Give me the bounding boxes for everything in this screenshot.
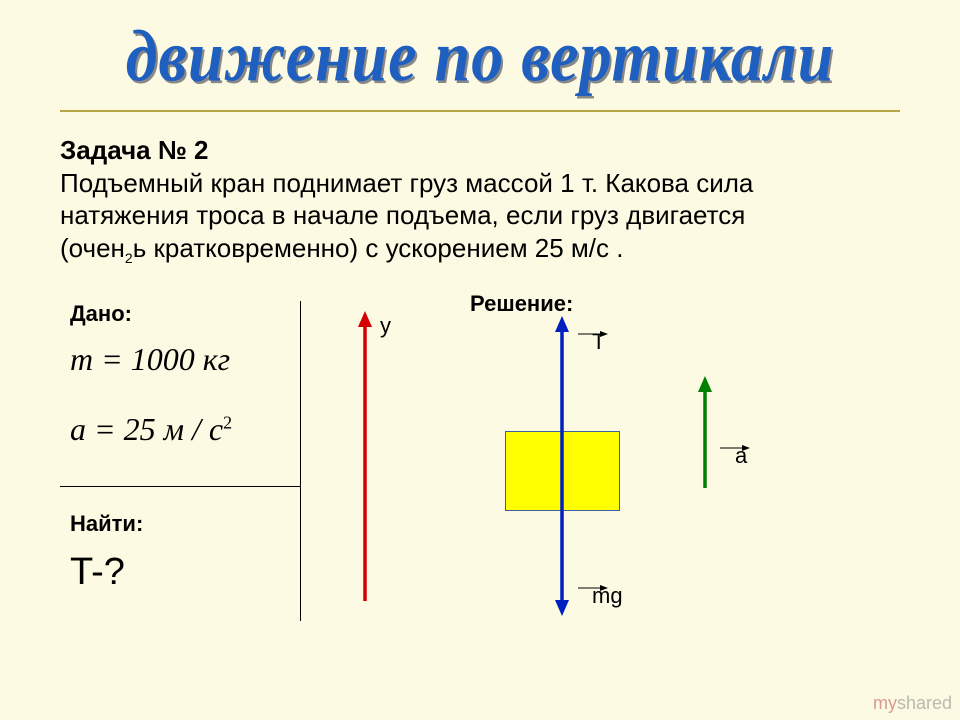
formula-accel: a = 25 м / с2: [70, 411, 232, 448]
mg-label-arrow-icon: [578, 583, 608, 593]
tension-arrow: [552, 316, 572, 616]
vertical-divider: [300, 301, 301, 621]
find-label: Найти:: [70, 511, 143, 537]
page-title: движение по вертикали: [0, 0, 960, 99]
t-label-arrow-icon: [578, 329, 608, 339]
solution-label: Решение:: [470, 291, 573, 317]
accel-arrow: [695, 376, 715, 491]
problem-number: Задача № 2: [60, 135, 209, 165]
formula-mass: m = 1000 кг: [70, 341, 230, 378]
problem-line3-b: ь кратковременно) с ускорением 25 м/с .: [133, 233, 624, 263]
find-quantity: T-?: [70, 551, 125, 594]
problem-line3-a: (очен: [60, 233, 125, 263]
solution-area: Дано: Найти: Решение: m = 1000 кг a = 25…: [0, 291, 960, 651]
problem-line2: натяжения троса в начале подъема, если г…: [60, 200, 745, 230]
y-axis-arrow: [355, 311, 375, 606]
watermark: myshared: [873, 693, 952, 714]
horizontal-divider: [60, 486, 300, 487]
problem-statement: Задача № 2 Подъемный кран поднимает груз…: [0, 112, 960, 267]
problem-line1: Подъемный кран поднимает груз массой 1 т…: [60, 168, 753, 198]
given-label: Дано:: [70, 301, 132, 327]
hidden-sup: 2: [125, 250, 133, 266]
a-label-arrow-icon: [720, 443, 750, 453]
y-label: y: [380, 313, 391, 339]
